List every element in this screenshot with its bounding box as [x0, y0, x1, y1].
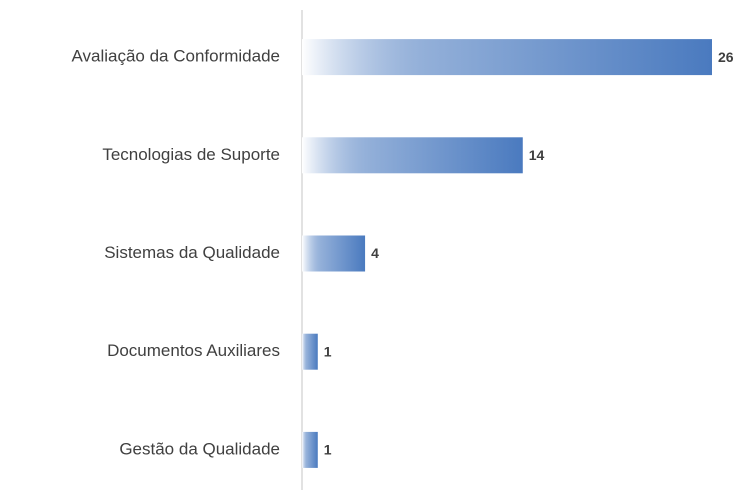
data-label: 1 [324, 442, 332, 458]
bar [302, 137, 523, 174]
y-tick-label: Tecnologias de Suporte [102, 145, 280, 164]
data-label: 4 [371, 245, 379, 261]
y-tick-label: Avaliação da Conformidade [71, 47, 280, 66]
y-tick-label: Documentos Auxiliares [107, 341, 280, 360]
bar [302, 333, 318, 370]
bar [302, 431, 318, 468]
y-tick-label: Sistemas da Qualidade [104, 243, 280, 262]
data-label: 26 [718, 49, 734, 65]
y-tick-label: Gestão da Qualidade [119, 439, 280, 458]
data-label: 1 [324, 343, 332, 359]
bar [302, 39, 712, 76]
data-label: 14 [529, 147, 545, 163]
bar [302, 235, 366, 272]
